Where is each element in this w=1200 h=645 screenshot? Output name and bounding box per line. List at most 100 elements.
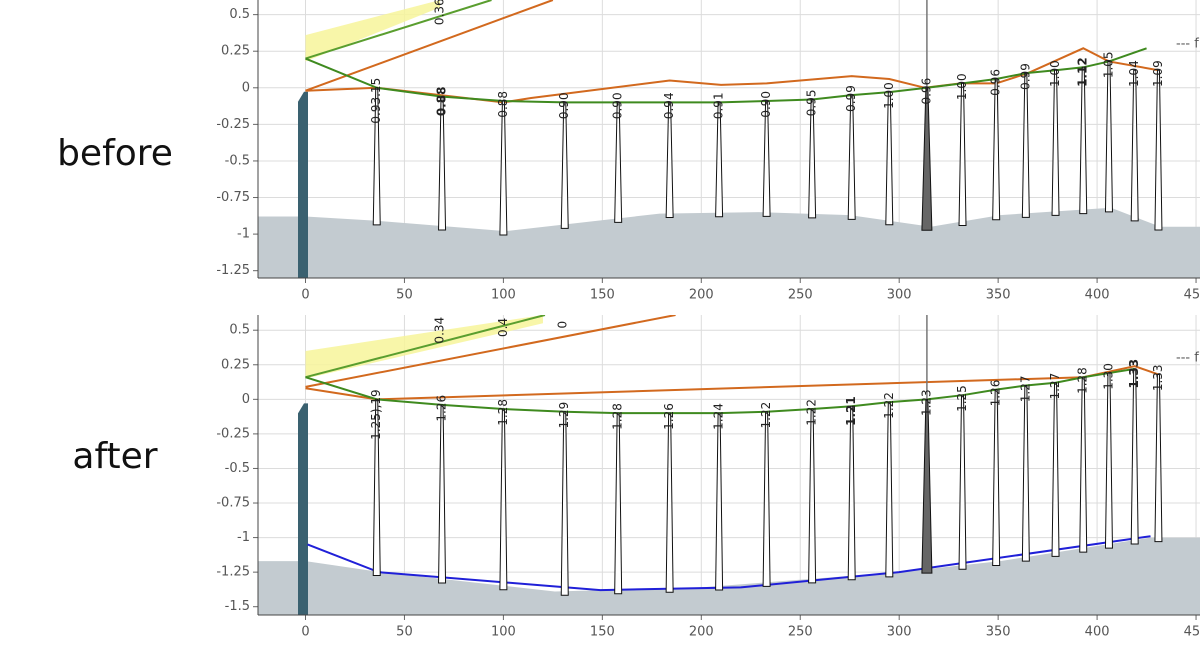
pole bbox=[808, 408, 817, 584]
pole bbox=[560, 411, 569, 596]
pole-label: 0.95 bbox=[805, 89, 819, 116]
pole bbox=[372, 398, 381, 577]
y-tick-label: -1.25 bbox=[216, 263, 250, 278]
pole-label: 0.90 bbox=[759, 91, 773, 118]
pole-label: 1.25),19 bbox=[369, 389, 383, 439]
pole bbox=[1130, 368, 1139, 545]
pole bbox=[1051, 69, 1060, 216]
panel-title: after bbox=[72, 436, 157, 477]
pole-label: 1.25 bbox=[955, 385, 969, 412]
pole-label: 1.28 bbox=[496, 399, 510, 426]
pole-label: 0.96 bbox=[919, 78, 933, 105]
x-tick-label: 250 bbox=[788, 288, 813, 303]
y-tick-label: 0 bbox=[242, 80, 250, 95]
x-tick-label: 300 bbox=[887, 288, 912, 303]
pole-label: 1.00 bbox=[955, 73, 969, 100]
y-tick-label: -0.75 bbox=[216, 190, 250, 205]
annotation: 0.34 bbox=[433, 317, 447, 344]
pole bbox=[715, 101, 724, 218]
pole-label: 1.12 bbox=[1076, 57, 1090, 87]
pole bbox=[921, 87, 933, 231]
pole-label: 1.29 bbox=[557, 402, 571, 429]
pole bbox=[438, 404, 447, 584]
y-tick-label: 0.25 bbox=[221, 357, 250, 372]
pole bbox=[992, 78, 1001, 221]
pole bbox=[921, 398, 933, 574]
pole bbox=[1130, 69, 1139, 222]
legend-fragment: --- f bbox=[1176, 350, 1199, 365]
plot-area: 1.25),19 1.26 1.28 1.29 1.28 1.26 1.24 1.22 1.22… bbox=[258, 315, 1200, 615]
pole bbox=[372, 87, 381, 226]
series-line bbox=[305, 47, 1159, 104]
x-tick-label: 150 bbox=[590, 625, 615, 640]
x-tick-label: 400 bbox=[1085, 625, 1110, 640]
y-tick-label: -0.5 bbox=[225, 153, 250, 168]
pole bbox=[499, 408, 508, 591]
pole-label: 0.88 bbox=[435, 87, 449, 117]
pole-label: 0.94 bbox=[662, 92, 676, 119]
pole-label: 1.00 bbox=[1048, 60, 1062, 87]
annotation: 0.4 bbox=[496, 318, 510, 337]
band-area bbox=[305, 0, 441, 62]
y-tick-label: -0.25 bbox=[216, 117, 250, 132]
pole bbox=[1104, 60, 1113, 213]
pole bbox=[1154, 373, 1163, 543]
series-line bbox=[305, 0, 492, 60]
x-tick-label: 450 bbox=[1184, 288, 1200, 303]
panel: after 1.25),19 1.26 1.28 1.29 1.28 1.26 1.24 1.2… bbox=[72, 315, 1200, 640]
pole-label: 0.90 bbox=[611, 92, 625, 119]
y-tick-label: -1.5 bbox=[225, 599, 250, 614]
x-tick-label: 50 bbox=[396, 288, 413, 303]
x-tick-label: 150 bbox=[590, 288, 615, 303]
pole bbox=[847, 405, 856, 581]
x-tick-label: 450 bbox=[1184, 625, 1200, 640]
pole bbox=[762, 411, 771, 587]
abutment bbox=[298, 403, 308, 615]
y-tick-label: 0 bbox=[242, 392, 250, 407]
y-tick-label: -1 bbox=[237, 530, 250, 545]
pole bbox=[665, 412, 674, 593]
pole-label: 0.99 bbox=[1018, 63, 1032, 90]
annotation: 0 bbox=[555, 321, 569, 329]
pole bbox=[885, 401, 894, 578]
annotation: 0.36 bbox=[433, 0, 447, 25]
y-tick-label: 0.5 bbox=[229, 323, 250, 338]
series-line bbox=[305, 315, 676, 388]
series-line bbox=[305, 47, 1147, 104]
x-tick-label: 350 bbox=[986, 625, 1011, 640]
pole-label: 1.28 bbox=[1076, 367, 1090, 394]
pole bbox=[1079, 376, 1088, 553]
pole-label: 1.28 bbox=[611, 403, 625, 430]
y-tick-label: -1 bbox=[237, 227, 250, 242]
pole-label: 1.05 bbox=[1101, 51, 1115, 78]
pole-label: 1.00 bbox=[882, 82, 896, 109]
pole-label: 0.93.15 bbox=[369, 78, 383, 124]
pole bbox=[1021, 72, 1030, 218]
pole-label: 1.33 bbox=[1127, 359, 1141, 389]
pole-label: 1.22 bbox=[759, 402, 773, 429]
x-tick-label: 250 bbox=[788, 625, 813, 640]
ground-area bbox=[258, 537, 1200, 615]
pole bbox=[1021, 385, 1030, 562]
pole-label: 1.26 bbox=[989, 380, 1003, 407]
pole bbox=[614, 412, 623, 595]
y-tick-label: -1.25 bbox=[216, 565, 250, 580]
pole-label: 0.91 bbox=[712, 92, 726, 119]
pole-label: 1.09 bbox=[1151, 60, 1165, 87]
pole bbox=[715, 412, 724, 591]
pole-label: 0.96 bbox=[989, 69, 1003, 96]
x-tick-label: 350 bbox=[986, 288, 1011, 303]
x-tick-label: 50 bbox=[396, 625, 413, 640]
legend-fragment: --- f bbox=[1176, 36, 1199, 51]
x-tick-label: 0 bbox=[301, 288, 309, 303]
pole-label: 1.33 bbox=[1151, 364, 1165, 391]
pole-label: 1.24 bbox=[712, 403, 726, 430]
pole bbox=[762, 100, 771, 217]
pole-label: 0.90 bbox=[557, 92, 571, 119]
y-tick-label: -0.5 bbox=[225, 461, 250, 476]
x-tick-label: 200 bbox=[689, 625, 714, 640]
pole-label: 1.26 bbox=[435, 395, 449, 422]
